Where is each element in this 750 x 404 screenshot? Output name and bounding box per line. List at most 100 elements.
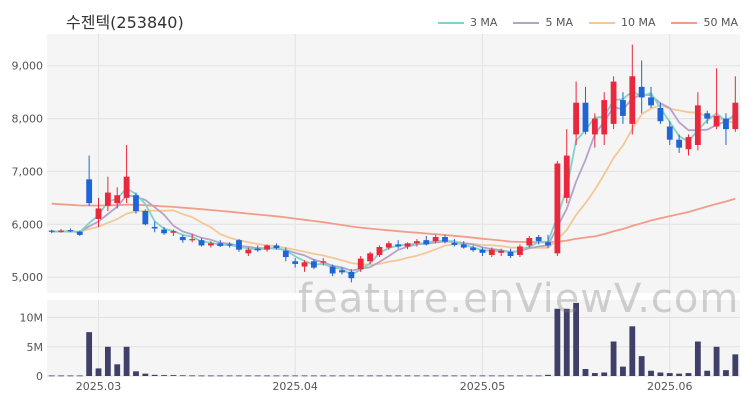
candle-up [404, 243, 411, 247]
volume-bar [104, 346, 111, 376]
price-tick-label: 9,000 [12, 60, 44, 73]
candle-down [723, 118, 729, 130]
candle-down [198, 240, 205, 246]
candle-down [395, 244, 402, 247]
candle-down [236, 240, 242, 250]
volume-bar [414, 375, 420, 377]
candle-up [301, 262, 308, 267]
volume-bar [273, 375, 280, 377]
volume-bar [460, 375, 467, 377]
candle-down [676, 139, 683, 148]
volume-bar [67, 375, 74, 377]
candle-down [161, 229, 167, 234]
candle-down [704, 113, 711, 119]
volume-bar [498, 375, 505, 377]
volume-bar [442, 375, 448, 377]
volume-bar [292, 375, 299, 377]
volume-tick-label: 10M [20, 312, 44, 325]
candle-up [414, 241, 420, 244]
candle-down [226, 244, 233, 246]
volume-bar [58, 375, 64, 377]
candle-up [591, 118, 598, 135]
candle-up [554, 163, 561, 254]
volume-bar [470, 375, 477, 377]
candle-down [423, 240, 430, 245]
volume-bar [488, 375, 495, 377]
candle-up [376, 247, 383, 255]
volume-bar [638, 356, 645, 376]
candle-down [657, 108, 664, 122]
volume-bar [404, 375, 411, 377]
volume-bar [685, 373, 692, 376]
candle-up [114, 195, 121, 204]
volume-bar [48, 375, 55, 377]
candle-down [133, 195, 139, 212]
chart-title: 수젠텍(253840) [66, 13, 184, 32]
volume-bar [554, 308, 561, 376]
volume-bar [610, 341, 617, 376]
volume-bar [432, 375, 439, 377]
x-tick-label: 2025.03 [76, 380, 122, 393]
volume-bar [732, 354, 739, 376]
volume-bar [217, 375, 224, 377]
volume-bar [151, 374, 158, 376]
candle-down [86, 179, 93, 204]
volume-bar [591, 373, 598, 376]
price-tick-label: 6,000 [12, 218, 44, 231]
candle-up [385, 243, 392, 248]
candle-up [610, 81, 617, 124]
candle-down [470, 247, 477, 251]
volume-bar [573, 302, 580, 376]
volume-bar [161, 375, 167, 376]
candle-up [104, 192, 111, 206]
volume-bar [329, 375, 336, 377]
candle-down [273, 245, 280, 249]
candle-down [76, 231, 83, 235]
volume-bar [282, 375, 289, 377]
candle-up [685, 137, 692, 150]
volume-bar [657, 372, 664, 376]
price-panel-bg [47, 34, 740, 293]
candle-up [694, 105, 701, 145]
volume-bar [142, 373, 149, 376]
candle-down [142, 211, 149, 225]
candle-up [189, 239, 196, 241]
candle-down [638, 86, 645, 98]
volume-tick-label: 0 [36, 370, 43, 383]
volume-bar [367, 375, 373, 377]
volume-bar [114, 364, 121, 376]
candle-up [629, 76, 636, 124]
volume-bar [86, 332, 93, 376]
volume-bar [666, 373, 673, 376]
candle-up [488, 249, 495, 255]
candle-down [507, 251, 514, 256]
candle-up [526, 238, 533, 246]
candle-up [170, 231, 177, 233]
volume-bar [226, 375, 233, 377]
candle-down [339, 270, 345, 273]
candle-down [442, 236, 448, 242]
volume-bar [320, 375, 327, 377]
candle-down [535, 236, 542, 242]
candle-down [620, 100, 626, 116]
legend-item-ma10: 10 MA [588, 16, 655, 29]
candle-up [432, 236, 439, 242]
volume-bar [170, 375, 177, 376]
candle-down [179, 236, 186, 241]
candle-down [151, 226, 158, 229]
candle-down [282, 250, 289, 258]
volume-bar [357, 375, 364, 377]
legend-item-ma5: 5 MA [513, 16, 573, 29]
volume-bar [207, 375, 214, 377]
candle-down [545, 242, 551, 246]
volume-bar [376, 375, 383, 377]
volume-bar [648, 370, 654, 376]
legend-label-ma5: 5 MA [545, 16, 573, 29]
price-tick-label: 7,000 [12, 165, 44, 178]
volume-bar [339, 375, 345, 377]
volume-bar [198, 375, 205, 377]
volume-bar [301, 375, 308, 377]
volume-bar [601, 372, 608, 376]
volume-bar [310, 375, 317, 377]
